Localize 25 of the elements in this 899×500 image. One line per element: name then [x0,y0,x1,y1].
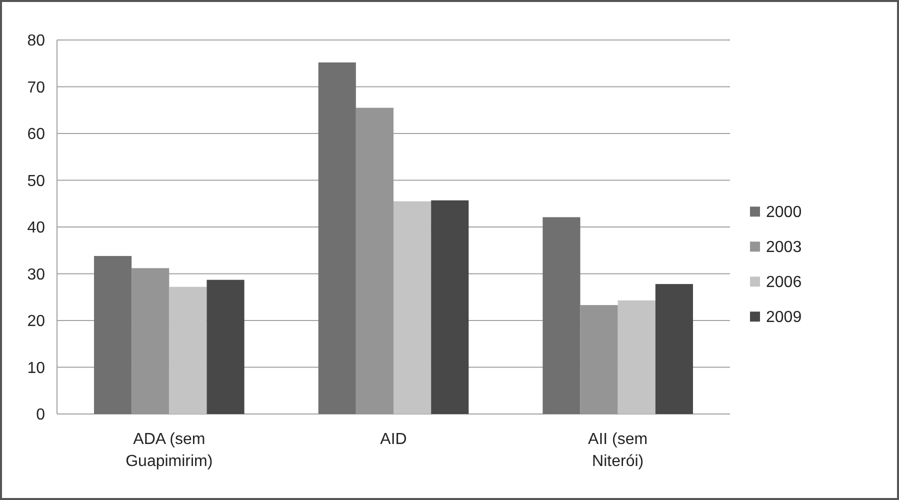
x-tick-label: ADA (sem Guapimirim) [126,431,213,470]
y-tick-label: 60 [27,126,46,144]
y-tick-label: 30 [27,266,46,284]
bar [618,300,656,414]
bar [655,284,693,414]
y-tick-label: 20 [27,313,46,330]
bar [318,62,356,414]
bar [394,201,432,414]
bar [94,256,132,414]
y-tick-label: 70 [27,79,46,96]
y-tick-label: 10 [27,360,46,377]
x-tick-label: AID [380,431,407,448]
legend-label: 2003 [766,239,802,256]
y-tick-label: 40 [27,220,46,237]
y-tick-label: 50 [27,172,46,190]
legend-label: 2006 [766,274,802,292]
bar [169,286,207,414]
bar [206,280,244,414]
y-tick-label: 80 [27,32,46,50]
legend-label: 2009 [766,309,802,326]
x-tick-label: AII (sem Niterói) [588,431,648,470]
y-tick-label: 0 [36,406,46,424]
bar [431,200,469,414]
legend-label: 2000 [766,204,802,222]
bar [542,217,580,414]
